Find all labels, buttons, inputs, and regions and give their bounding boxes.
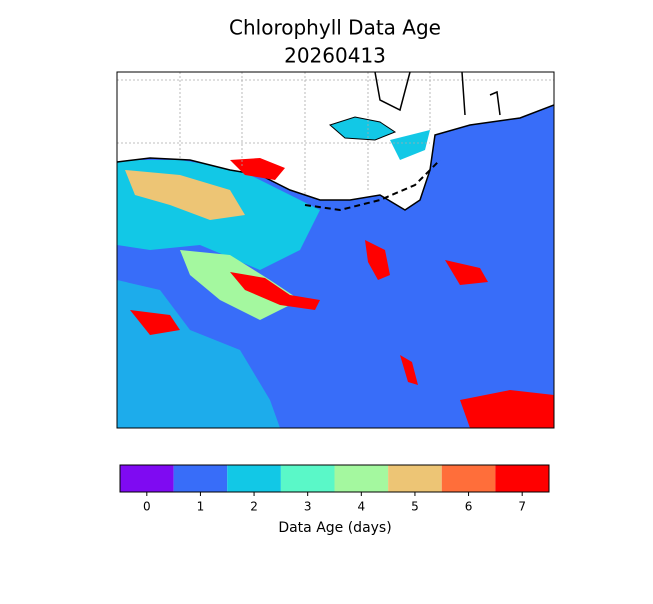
colorbar-segment	[120, 465, 174, 492]
graticule	[117, 72, 554, 195]
colorbar-tick-label: 6	[465, 500, 473, 514]
map-frame	[116, 71, 555, 429]
colorbar-segment	[441, 465, 496, 492]
data-region	[400, 355, 418, 385]
colorbar-tick-label: 1	[197, 500, 205, 514]
lake	[329, 116, 397, 141]
title-line: Chlorophyll Data Age	[229, 16, 441, 40]
boundary	[304, 159, 441, 212]
colorbar-segment	[388, 465, 442, 492]
data-region	[180, 250, 300, 320]
colorbar-tick-label: 7	[518, 500, 526, 514]
map	[116, 71, 555, 429]
colorbar-tick-label: 2	[250, 500, 258, 514]
colorbar-segment	[280, 465, 335, 492]
data-region	[365, 240, 390, 280]
colorbar-frame	[119, 464, 550, 493]
title-line: 20260413	[284, 44, 386, 68]
colorbar-segment	[495, 465, 549, 492]
colorbar-tick-label: 0	[143, 500, 151, 514]
data-region	[125, 170, 245, 220]
colorbar-tick-label: 4	[357, 500, 365, 514]
colorbar-segment	[334, 465, 389, 492]
land	[117, 72, 554, 210]
colorbar-segment	[227, 465, 281, 492]
data-region	[390, 130, 430, 160]
data-region	[230, 272, 320, 310]
colorbar-label: Data Age (days)	[278, 520, 391, 536]
data-region	[130, 310, 180, 335]
coastline	[117, 104, 554, 211]
colorbar-tick-label: 3	[304, 500, 312, 514]
data-region	[460, 390, 554, 428]
colorbar-tick-label: 5	[411, 500, 419, 514]
colorbar-segment	[173, 465, 228, 492]
data-region	[445, 260, 488, 285]
border	[374, 72, 501, 116]
data-region	[230, 158, 285, 180]
